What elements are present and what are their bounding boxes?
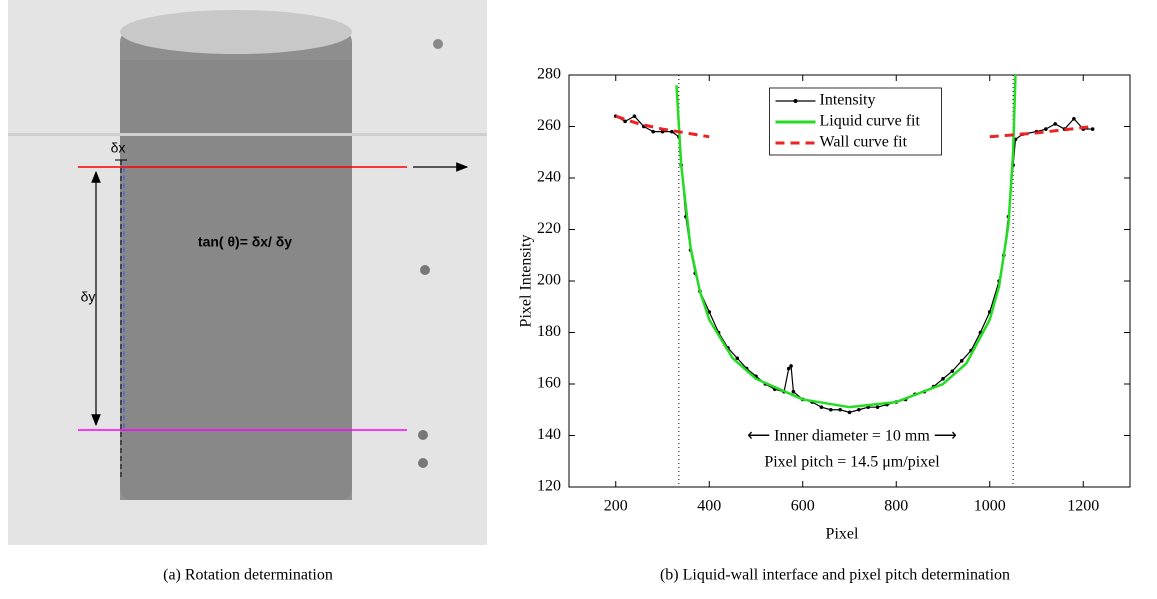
y-tick-label: 160 <box>537 375 561 392</box>
annotation: ⟵ Inner diameter = 10 mm ⟶ <box>747 428 957 445</box>
x-axis-label: Pixel <box>826 526 859 543</box>
data-point <box>660 129 665 134</box>
y-tick-label: 180 <box>537 323 561 340</box>
data-point <box>1090 127 1095 131</box>
data-point <box>1044 127 1048 131</box>
x-tick-label: 600 <box>791 498 815 515</box>
data-point <box>632 114 637 118</box>
caption-a: (a) Rotation determination <box>163 567 333 584</box>
x-tick-label: 1200 <box>1067 498 1099 515</box>
data-point <box>819 405 824 409</box>
data-point <box>670 129 674 134</box>
data-point <box>623 119 627 124</box>
series-line <box>675 74 1017 409</box>
caption-b: (b) Liquid-wall interface and pixel pitc… <box>660 567 1010 584</box>
data-point <box>791 389 796 394</box>
dy-label: δy <box>81 289 96 305</box>
y-tick-label: 140 <box>537 426 561 443</box>
x-tick-label: 200 <box>604 498 628 515</box>
annotation: Pixel pitch = 14.5 μm/pixel <box>764 454 940 471</box>
data-point <box>847 410 852 415</box>
data-point <box>959 359 964 363</box>
data-point <box>950 369 955 373</box>
y-tick-label: 120 <box>537 478 561 495</box>
data-point <box>735 356 740 361</box>
series-line <box>615 114 1093 139</box>
data-point <box>707 310 712 314</box>
legend-swatch <box>793 99 798 103</box>
y-tick-label: 220 <box>537 220 561 237</box>
dx-label: δx <box>111 140 126 156</box>
x-tick-label: 800 <box>884 498 908 515</box>
data-point <box>789 364 793 368</box>
data-point <box>1072 116 1076 121</box>
y-tick-label: 280 <box>537 66 561 83</box>
data-point <box>941 377 945 381</box>
data-point <box>829 407 833 412</box>
legend-label: Intensity <box>820 92 876 109</box>
x-tick-label: 1000 <box>974 498 1006 515</box>
legend-label: Liquid curve fit <box>820 113 921 130</box>
y-axis-label: Pixel Intensity <box>518 235 535 328</box>
legend-label: Wall curve fit <box>820 134 908 151</box>
data-point <box>857 407 861 412</box>
data-point <box>838 407 842 412</box>
data-point <box>875 405 880 409</box>
data-point <box>786 366 791 371</box>
y-tick-label: 260 <box>537 117 561 134</box>
y-tick-label: 240 <box>537 169 561 186</box>
x-tick-label: 400 <box>697 498 721 515</box>
data-point <box>1053 122 1057 126</box>
rotation-image <box>8 0 487 545</box>
y-tick-label: 200 <box>537 272 561 289</box>
data-point <box>651 129 655 134</box>
formula: tan( θ)= δx/ δy <box>198 234 292 250</box>
